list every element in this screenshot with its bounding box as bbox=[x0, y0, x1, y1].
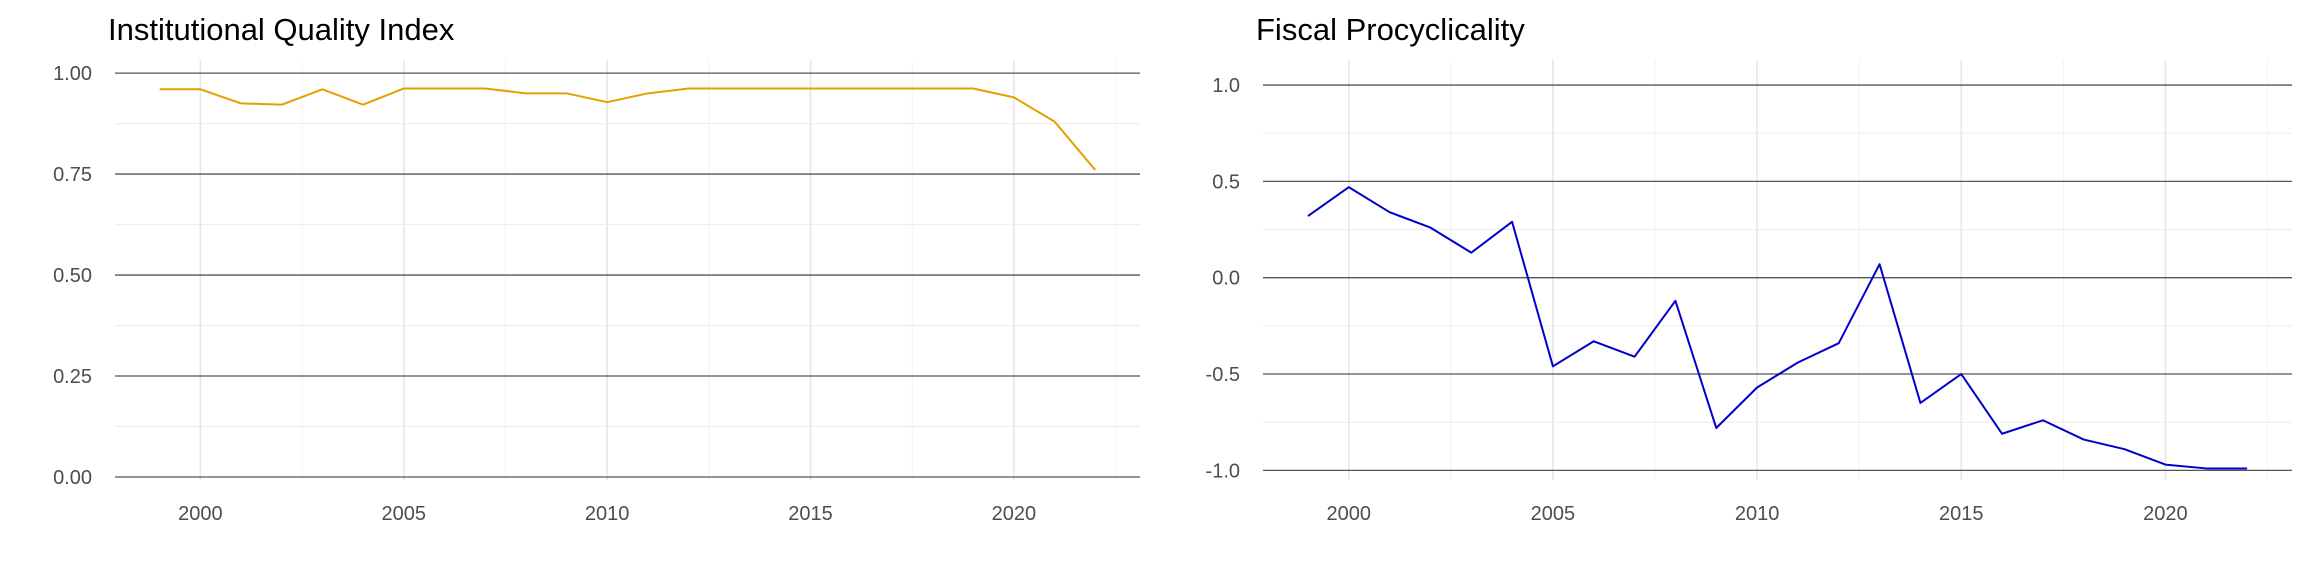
y-tick-label: -0.5 bbox=[1206, 364, 1240, 386]
y-tick-label: 0.5 bbox=[1212, 171, 1240, 193]
y-tick-label: 0.00 bbox=[53, 467, 92, 489]
panel-institutional-quality: Institutional Quality Index 0.00 0.25 0.50… bbox=[53, 12, 1140, 525]
series-line bbox=[159, 87, 1097, 171]
x-tick-label: 2000 bbox=[178, 503, 223, 525]
y-tick-label: -1.0 bbox=[1206, 460, 1240, 482]
x-tick-label: 2015 bbox=[1939, 503, 1984, 525]
panel-fiscal-procyclicality: Fiscal Procyclicality -1.0 -0.5 0.0 0.5 1.0 2… bbox=[1206, 12, 2292, 525]
x-tick-label: 2015 bbox=[788, 503, 833, 525]
x-tick-label: 2020 bbox=[2143, 503, 2188, 525]
chart-title: Institutional Quality Index bbox=[108, 12, 455, 47]
y-tick-label: 0.25 bbox=[53, 366, 92, 388]
grid bbox=[1263, 60, 2292, 480]
grid bbox=[115, 60, 1140, 480]
x-tick-label: 2010 bbox=[585, 503, 630, 525]
y-tick-label: 0.75 bbox=[53, 164, 92, 186]
x-tick-label: 2005 bbox=[382, 503, 427, 525]
y-tick-label: 0.50 bbox=[53, 265, 92, 287]
x-tick-label: 2020 bbox=[992, 503, 1037, 525]
x-tick-label: 2000 bbox=[1327, 503, 1372, 525]
series-line bbox=[1307, 186, 2248, 470]
y-tick-label: 1.0 bbox=[1212, 75, 1240, 97]
x-tick-label: 2010 bbox=[1735, 503, 1780, 525]
y-tick-label: 1.00 bbox=[53, 63, 92, 85]
x-tick-label: 2005 bbox=[1531, 503, 1576, 525]
chart-title: Fiscal Procyclicality bbox=[1256, 12, 1525, 47]
y-tick-label: 0.0 bbox=[1212, 268, 1240, 290]
